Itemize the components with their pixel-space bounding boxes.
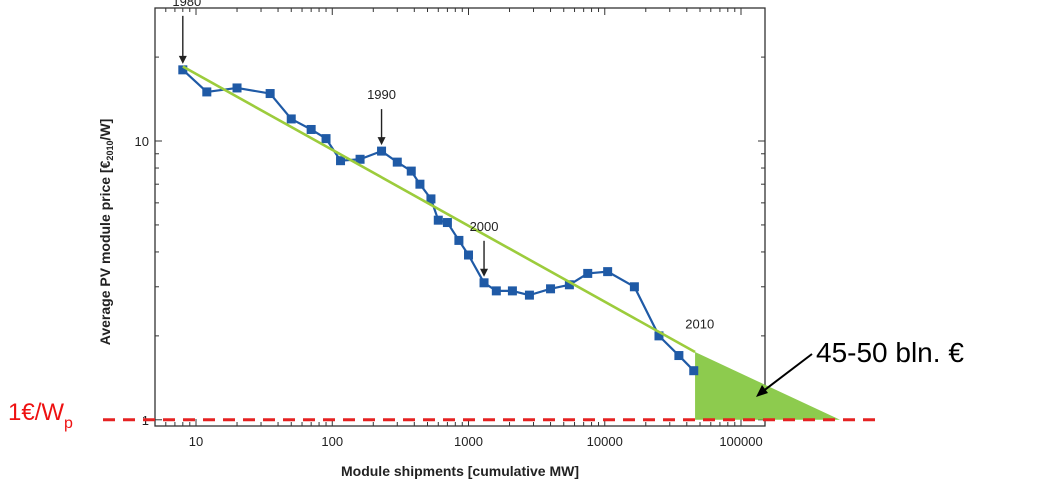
year-annotation-label: 1990 bbox=[367, 87, 396, 102]
plot-area bbox=[154, 7, 766, 427]
shaded-area-arrowhead bbox=[756, 385, 768, 397]
x-tick-label: 1000 bbox=[454, 434, 483, 449]
y-tick-labels: 110 bbox=[135, 134, 149, 428]
year-annotations: 1980 1990 2000 2010 bbox=[172, 0, 714, 332]
trend-line bbox=[182, 65, 696, 354]
data-point bbox=[265, 89, 275, 99]
data-point bbox=[654, 331, 664, 341]
x-tick-labels: 10 100 1000 10000 100000 bbox=[189, 434, 763, 449]
y-tick-label: 10 bbox=[135, 134, 149, 149]
data-point bbox=[603, 267, 613, 277]
data-point bbox=[491, 286, 501, 296]
x-tick-label: 10 bbox=[189, 434, 203, 449]
shaded-area-label: 45-50 bln. € bbox=[816, 337, 964, 368]
x-axis-label: Module shipments [cumulative MW] bbox=[341, 463, 579, 479]
data-point bbox=[377, 146, 387, 156]
year-annotation-label: 1980 bbox=[172, 0, 201, 9]
data-point bbox=[479, 278, 489, 288]
data-point bbox=[564, 280, 574, 290]
data-point bbox=[355, 154, 365, 164]
data-point bbox=[321, 134, 331, 144]
data-point bbox=[546, 284, 556, 294]
data-point bbox=[464, 250, 474, 260]
data-point bbox=[426, 194, 436, 204]
y-axis-label: Average PV module price [€2010/W] bbox=[97, 119, 115, 345]
reference-line-label: 1€/Wp bbox=[8, 399, 73, 432]
year-annotation-label: 2000 bbox=[470, 219, 499, 234]
data-point bbox=[674, 351, 684, 361]
data-point bbox=[442, 218, 452, 228]
shaded-cost-area bbox=[695, 352, 840, 420]
x-tick-label: 100 bbox=[321, 434, 343, 449]
data-point bbox=[178, 65, 188, 75]
data-point bbox=[406, 166, 416, 176]
data-point bbox=[454, 235, 464, 245]
data-point bbox=[507, 286, 517, 296]
axis-ticks bbox=[154, 7, 765, 426]
data-point bbox=[433, 215, 443, 225]
x-tick-label: 10000 bbox=[587, 434, 623, 449]
data-point bbox=[336, 156, 346, 166]
data-point bbox=[629, 282, 639, 292]
data-point bbox=[689, 366, 699, 376]
series-layer bbox=[178, 65, 699, 376]
year-annotation-label: 2010 bbox=[685, 317, 714, 332]
x-tick-label: 100000 bbox=[719, 434, 762, 449]
year-annotation-arrowhead bbox=[480, 268, 489, 277]
data-point bbox=[232, 83, 242, 93]
data-point bbox=[392, 157, 402, 167]
data-point bbox=[583, 268, 593, 278]
year-annotation-arrowhead bbox=[178, 55, 187, 64]
data-point bbox=[306, 124, 316, 134]
data-point bbox=[524, 290, 534, 300]
data-point bbox=[415, 179, 425, 189]
shaded-area-arrow bbox=[757, 353, 813, 396]
data-point bbox=[286, 114, 296, 124]
data-point bbox=[202, 87, 212, 97]
year-annotation-arrowhead bbox=[377, 137, 386, 146]
